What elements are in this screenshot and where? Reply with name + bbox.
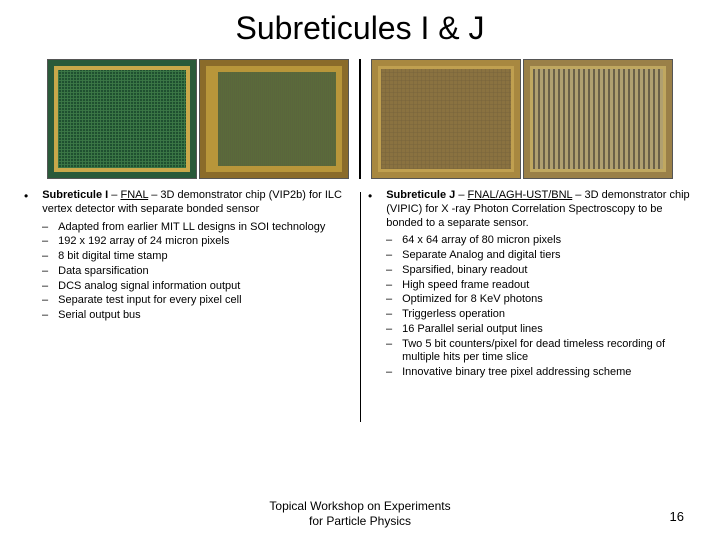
chip-image-2 (199, 59, 349, 179)
dash-icon: – (42, 265, 48, 279)
dash-icon: – (386, 308, 392, 322)
chip-images-row (0, 59, 720, 179)
page-number: 16 (670, 509, 684, 524)
list-item-text: Adapted from earlier MIT LL designs in S… (58, 221, 325, 235)
list-item-text: 16 Parallel serial output lines (402, 323, 543, 337)
footer: Topical Workshop on Experiments for Part… (0, 499, 720, 528)
list-item-text: Data sparsification (58, 265, 149, 279)
list-item: –Two 5 bit counters/pixel for dead timel… (386, 338, 696, 366)
dash-icon: – (42, 309, 48, 323)
right-heading: Subreticule J – FNAL/AGH-UST/BNL – 3D de… (386, 189, 696, 230)
bullet-icon: • (24, 189, 28, 217)
left-column: • Subreticule I – FNAL – 3D demonstrator… (24, 189, 352, 381)
chip-image-4 (523, 59, 673, 179)
list-item-text: DCS analog signal information output (58, 280, 240, 294)
dash-icon: – (42, 221, 48, 235)
dash-icon: – (42, 250, 48, 264)
dash-icon: – (386, 234, 392, 248)
list-item: –Optimized for 8 KeV photons (386, 293, 696, 307)
dash-icon: – (42, 280, 48, 294)
chip-image-1 (47, 59, 197, 179)
footer-line-1: Topical Workshop on Experiments (0, 499, 720, 513)
dash-icon: – (386, 323, 392, 337)
right-sub-list: –64 x 64 array of 80 micron pixels–Separ… (368, 234, 696, 380)
list-item: –64 x 64 array of 80 micron pixels (386, 234, 696, 248)
list-item-text: 64 x 64 array of 80 micron pixels (402, 234, 561, 248)
list-item: –High speed frame readout (386, 279, 696, 293)
dash-icon: – (386, 249, 392, 263)
list-item: –Sparsified, binary readout (386, 264, 696, 278)
footer-line-2: for Particle Physics (0, 514, 720, 528)
list-item: –8 bit digital time stamp (42, 250, 352, 264)
list-item-text: Separate test input for every pixel cell (58, 294, 241, 308)
dash-icon: – (386, 293, 392, 307)
list-item: –Separate Analog and digital tiers (386, 249, 696, 263)
list-item-text: 192 x 192 array of 24 micron pixels (58, 235, 229, 249)
dash-icon: – (42, 235, 48, 249)
list-item: –16 Parallel serial output lines (386, 323, 696, 337)
list-item: –192 x 192 array of 24 micron pixels (42, 235, 352, 249)
right-column: • Subreticule J – FNAL/AGH-UST/BNL – 3D … (368, 189, 696, 381)
list-item: –Innovative binary tree pixel addressing… (386, 366, 696, 380)
chip-image-3 (371, 59, 521, 179)
list-item: –Separate test input for every pixel cel… (42, 294, 352, 308)
column-divider (360, 192, 361, 422)
dash-icon: – (386, 366, 392, 380)
list-item: –Adapted from earlier MIT LL designs in … (42, 221, 352, 235)
list-item-text: High speed frame readout (402, 279, 529, 293)
bullet-icon: • (368, 189, 372, 230)
list-item-text: Two 5 bit counters/pixel for dead timele… (402, 338, 696, 366)
list-item-text: Innovative binary tree pixel addressing … (402, 366, 631, 380)
left-sub-list: –Adapted from earlier MIT LL designs in … (24, 221, 352, 323)
list-item: –Triggerless operation (386, 308, 696, 322)
list-item-text: Separate Analog and digital tiers (402, 249, 560, 263)
list-item-text: Optimized for 8 KeV photons (402, 293, 543, 307)
list-item-text: Triggerless operation (402, 308, 505, 322)
list-item: –Serial output bus (42, 309, 352, 323)
list-item: –DCS analog signal information output (42, 280, 352, 294)
dash-icon: – (386, 338, 392, 366)
slide-title: Subreticules I & J (0, 0, 720, 47)
dash-icon: – (386, 264, 392, 278)
dash-icon: – (42, 294, 48, 308)
list-item: –Data sparsification (42, 265, 352, 279)
list-item-text: Serial output bus (58, 309, 141, 323)
left-heading: Subreticule I – FNAL – 3D demonstrator c… (42, 189, 352, 217)
chip-divider (359, 59, 361, 179)
dash-icon: – (386, 279, 392, 293)
list-item-text: 8 bit digital time stamp (58, 250, 167, 264)
list-item-text: Sparsified, binary readout (402, 264, 527, 278)
